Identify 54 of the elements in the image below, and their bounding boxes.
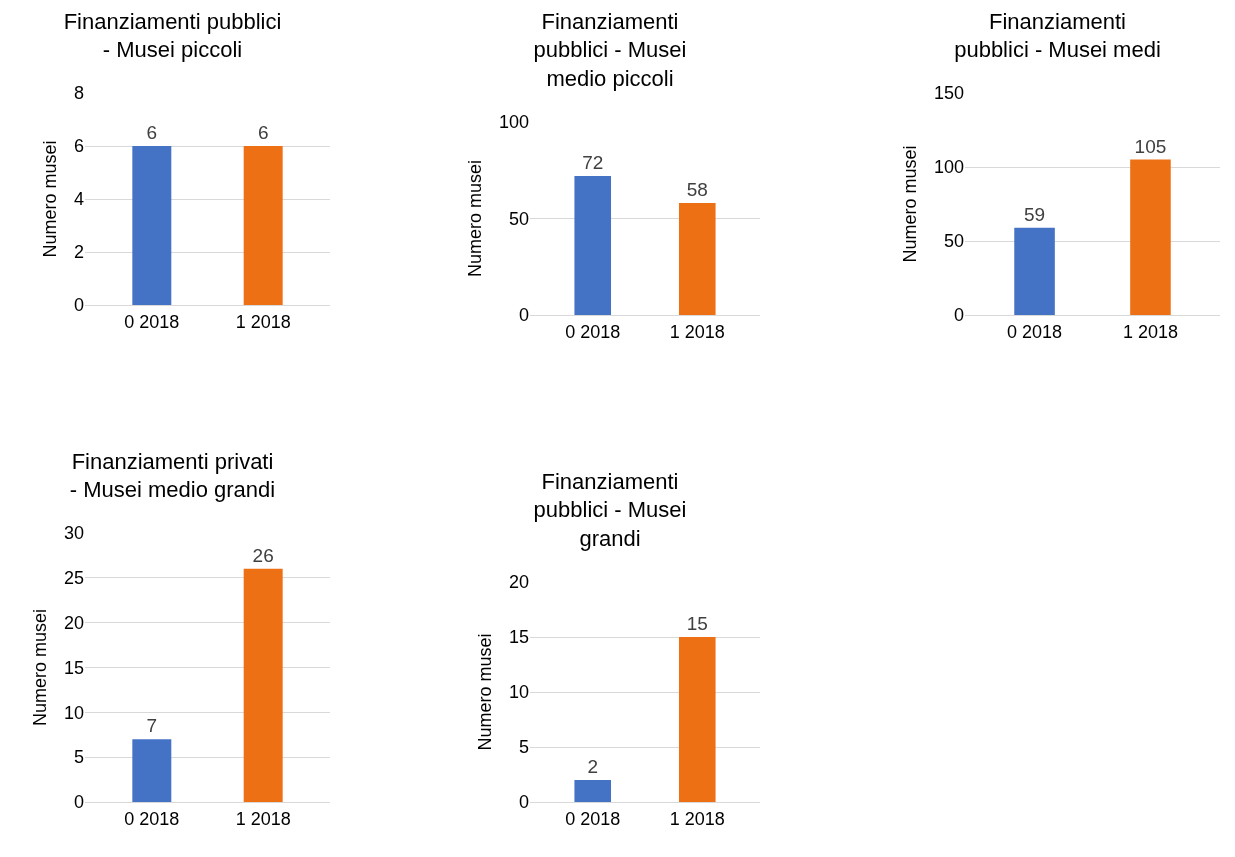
chart-title: Finanziamenti pubblici - Musei piccoli	[63, 8, 282, 63]
y-tick-label: 0	[953, 305, 964, 326]
y-axis-title: Numero musei	[900, 145, 921, 263]
y-tick-label: 0	[73, 792, 84, 813]
y-tick-label: 100	[933, 157, 964, 178]
y-axis-title: Numero musei	[40, 140, 61, 258]
data-label: 72	[582, 152, 604, 174]
y-tick-label: 6	[73, 136, 84, 157]
x-tick-label: 0 2018	[1007, 321, 1063, 342]
y-axis-title: Numero musei	[465, 159, 486, 278]
y-tick-label: 0	[73, 295, 84, 316]
y-axis-title: Numero musei	[30, 608, 51, 727]
x-tick-label: 1 2018	[669, 321, 725, 342]
data-label: 26	[252, 544, 274, 566]
y-tick-label: 5	[518, 737, 529, 758]
chart-title: Finanziamenti pubblici - Musei grandi	[533, 468, 687, 551]
y-tick-label: 8	[73, 83, 84, 104]
data-label: 6	[257, 122, 269, 143]
chart-title: Finanziamenti pubblici - Musei medi	[954, 8, 1161, 63]
y-tick-label: 15	[508, 627, 529, 648]
y-tick-label: 150	[933, 83, 964, 104]
data-label: 59	[1023, 203, 1046, 225]
y-tick-label: 25	[63, 568, 84, 589]
data-label: 105	[1134, 135, 1167, 157]
x-tick-label: 1 2018	[669, 808, 725, 829]
x-tick-label: 0 2018	[124, 808, 180, 829]
y-tick-label: 20	[508, 572, 529, 593]
x-tick-label: 0 2018	[124, 311, 180, 332]
y-tick-label: 2	[73, 242, 84, 263]
y-tick-label: 20	[63, 612, 84, 633]
y-tick-label: 100	[498, 112, 529, 133]
y-tick-label: 0	[518, 792, 529, 813]
data-label: 7	[146, 715, 158, 737]
y-tick-label: 30	[63, 523, 84, 544]
x-tick-label: 1 2018	[235, 311, 291, 332]
data-label: 6	[146, 122, 158, 143]
x-tick-label: 1 2018	[235, 808, 291, 829]
x-tick-label: 0 2018	[565, 321, 621, 342]
data-label: 58	[686, 179, 708, 201]
y-tick-label: 50	[943, 231, 964, 252]
data-label: 2	[587, 756, 599, 777]
y-tick-label: 0	[518, 305, 529, 326]
data-label: 15	[686, 613, 708, 634]
y-tick-label: 15	[63, 657, 84, 678]
x-tick-label: 0 2018	[565, 808, 621, 829]
y-tick-label: 5	[73, 747, 84, 768]
y-tick-label: 10	[508, 682, 529, 703]
y-axis-title: Numero musei	[475, 633, 496, 751]
x-tick-label: 1 2018	[1122, 321, 1178, 342]
y-tick-label: 4	[73, 189, 84, 210]
y-tick-label: 10	[63, 702, 84, 723]
chart-title: Finanziamenti privati - Musei medio grandi	[69, 448, 276, 503]
y-tick-label: 50	[508, 208, 529, 229]
chart-title: Finanziamenti pubblici - Musei medio piccoli	[533, 8, 687, 91]
